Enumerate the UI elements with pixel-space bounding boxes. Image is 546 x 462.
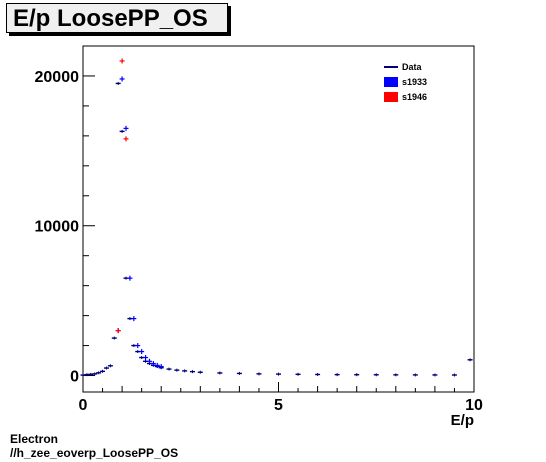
chart-title: E/p LoosePP_OS (6, 3, 228, 33)
x-tick-label: 0 (79, 397, 88, 414)
y-tick-label: 20000 (35, 69, 80, 86)
y-tick-label: 0 (70, 369, 79, 386)
legend-entry-label: Data (402, 62, 423, 72)
footer-line-1: Electron (10, 432, 59, 446)
legend-entry-label: s1946 (402, 92, 427, 102)
legend-box-swatch (384, 92, 398, 102)
y-tick-label: 10000 (35, 219, 80, 236)
legend-entry-label: s1933 (402, 77, 427, 87)
x-tick-label: 10 (465, 397, 483, 414)
x-axis-label: E/p (451, 412, 474, 429)
footer-line-2: //h_zee_eoverp_LoosePP_OS (10, 446, 179, 460)
x-tick-label: 5 (274, 397, 283, 414)
legend-box-swatch (384, 77, 398, 87)
